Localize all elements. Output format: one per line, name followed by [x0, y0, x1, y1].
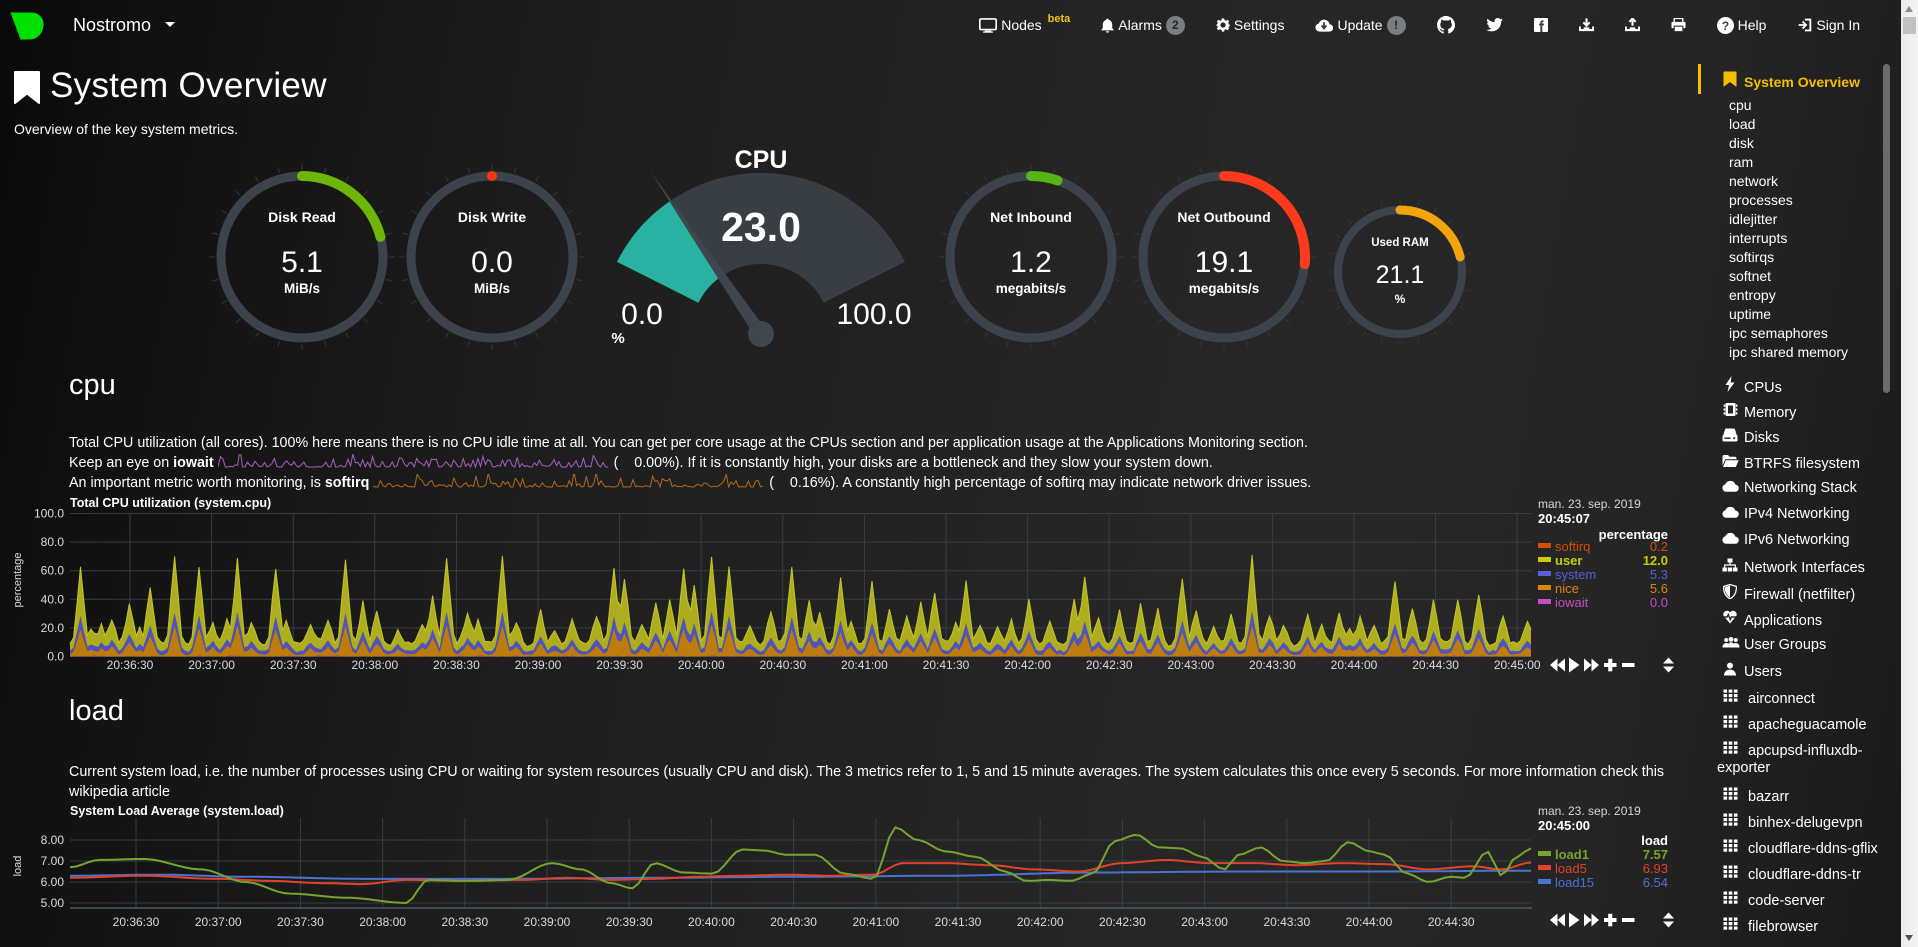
svg-text:20:36:30: 20:36:30	[113, 915, 160, 929]
svg-text:20:38:00: 20:38:00	[351, 658, 398, 672]
svg-text:20:40:00: 20:40:00	[688, 915, 735, 929]
svg-text:20:40:30: 20:40:30	[759, 658, 806, 672]
svg-text:20:39:00: 20:39:00	[515, 658, 562, 672]
svg-text:20:41:30: 20:41:30	[923, 658, 970, 672]
svg-text:20:39:00: 20:39:00	[524, 915, 571, 929]
svg-text:20:43:30: 20:43:30	[1249, 658, 1296, 672]
svg-text:man. 23. sep. 2019: man. 23. sep. 2019	[1538, 497, 1641, 511]
svg-text:0.0: 0.0	[1650, 595, 1668, 610]
svg-text:0.0: 0.0	[621, 298, 663, 331]
svg-text:20:43:00: 20:43:00	[1181, 915, 1228, 929]
svg-text:5.00: 5.00	[41, 896, 65, 910]
svg-text:megabits/s: megabits/s	[996, 281, 1067, 296]
svg-text:20:42:30: 20:42:30	[1099, 915, 1146, 929]
svg-text:?: ?	[1721, 18, 1728, 32]
svg-text:20:36:30: 20:36:30	[107, 658, 154, 672]
svg-text:5.3: 5.3	[1650, 567, 1668, 582]
svg-text:load: load	[12, 856, 24, 877]
svg-text:20:38:30: 20:38:30	[441, 915, 488, 929]
svg-text:Disk Write: Disk Write	[458, 209, 526, 225]
svg-text:20:44:30: 20:44:30	[1412, 658, 1459, 672]
svg-text:6.93: 6.93	[1643, 861, 1668, 876]
svg-text:7.00: 7.00	[41, 854, 65, 868]
svg-text:20:40:30: 20:40:30	[770, 915, 817, 929]
svg-text:MiB/s: MiB/s	[474, 281, 510, 296]
svg-text:softirq: softirq	[1555, 539, 1590, 554]
svg-text:20:37:30: 20:37:30	[277, 915, 324, 929]
svg-text:20:42:30: 20:42:30	[1086, 658, 1133, 672]
svg-text:nice: nice	[1555, 581, 1579, 596]
svg-text:20:43:30: 20:43:30	[1263, 915, 1310, 929]
svg-text:System Load Average (system.lo: System Load Average (system.load)	[70, 804, 284, 818]
svg-text:load5: load5	[1555, 861, 1587, 876]
svg-text:%: %	[611, 330, 624, 347]
svg-text:20:45:00: 20:45:00	[1494, 658, 1541, 672]
svg-text:0.2: 0.2	[1650, 539, 1668, 554]
svg-text:12.0: 12.0	[1643, 553, 1668, 568]
svg-text:iowait: iowait	[1555, 595, 1589, 610]
svg-text:20:37:30: 20:37:30	[270, 658, 317, 672]
svg-text:load: load	[1641, 833, 1668, 848]
svg-text:MiB/s: MiB/s	[284, 281, 320, 296]
svg-text:20:45:00: 20:45:00	[1538, 818, 1590, 833]
svg-text:5.6: 5.6	[1650, 581, 1668, 596]
svg-text:CPU: CPU	[735, 146, 788, 174]
svg-text:Used RAM: Used RAM	[1371, 237, 1429, 249]
svg-text:20:39:30: 20:39:30	[596, 658, 643, 672]
svg-text:Net Outbound: Net Outbound	[1177, 209, 1270, 225]
svg-text:20:41:30: 20:41:30	[935, 915, 982, 929]
svg-text:100.0: 100.0	[836, 298, 911, 331]
svg-text:20:38:30: 20:38:30	[433, 658, 480, 672]
svg-text:0.0: 0.0	[47, 650, 64, 664]
svg-text:%: %	[1395, 292, 1406, 306]
svg-text:20:41:00: 20:41:00	[841, 658, 888, 672]
svg-text:40.0: 40.0	[41, 592, 65, 606]
svg-text:20:42:00: 20:42:00	[1017, 915, 1064, 929]
svg-text:20:43:00: 20:43:00	[1167, 658, 1214, 672]
svg-text:1.2: 1.2	[1010, 246, 1052, 279]
svg-text:21.1: 21.1	[1376, 261, 1425, 289]
svg-text:6.00: 6.00	[41, 875, 65, 889]
svg-text:load1: load1	[1555, 847, 1589, 862]
svg-text:20.0: 20.0	[41, 621, 65, 635]
svg-text:20:37:00: 20:37:00	[195, 915, 242, 929]
svg-text:percentage: percentage	[1599, 527, 1668, 542]
svg-text:20:39:30: 20:39:30	[606, 915, 653, 929]
svg-text:0.0: 0.0	[471, 246, 513, 279]
svg-text:20:45:07: 20:45:07	[1538, 511, 1590, 526]
svg-text:23.0: 23.0	[721, 204, 801, 250]
svg-text:Disk Read: Disk Read	[268, 209, 336, 225]
svg-text:20:44:00: 20:44:00	[1346, 915, 1393, 929]
svg-text:6.54: 6.54	[1643, 875, 1668, 890]
svg-text:5.1: 5.1	[281, 246, 323, 279]
svg-text:Total CPU utilization (system.: Total CPU utilization (system.cpu)	[70, 496, 271, 510]
svg-text:20:40:00: 20:40:00	[678, 658, 725, 672]
svg-text:20:44:30: 20:44:30	[1428, 915, 1475, 929]
svg-text:megabits/s: megabits/s	[1189, 281, 1260, 296]
svg-text:20:42:00: 20:42:00	[1004, 658, 1051, 672]
svg-text:20:38:00: 20:38:00	[359, 915, 406, 929]
svg-text:60.0: 60.0	[41, 564, 65, 578]
svg-text:7.57: 7.57	[1643, 847, 1668, 862]
svg-text:20:44:00: 20:44:00	[1331, 658, 1378, 672]
svg-text:Net Inbound: Net Inbound	[990, 209, 1072, 225]
svg-text:80.0: 80.0	[41, 535, 65, 549]
svg-text:8.00: 8.00	[41, 833, 65, 847]
svg-text:19.1: 19.1	[1195, 246, 1253, 279]
svg-text:20:37:00: 20:37:00	[188, 658, 235, 672]
svg-text:100.0: 100.0	[34, 507, 64, 521]
svg-text:20:41:00: 20:41:00	[852, 915, 899, 929]
svg-text:load15: load15	[1555, 875, 1594, 890]
svg-text:user: user	[1555, 553, 1582, 568]
svg-text:percentage: percentage	[12, 552, 24, 607]
svg-text:man. 23. sep. 2019: man. 23. sep. 2019	[1538, 804, 1641, 818]
svg-text:system: system	[1555, 567, 1596, 582]
